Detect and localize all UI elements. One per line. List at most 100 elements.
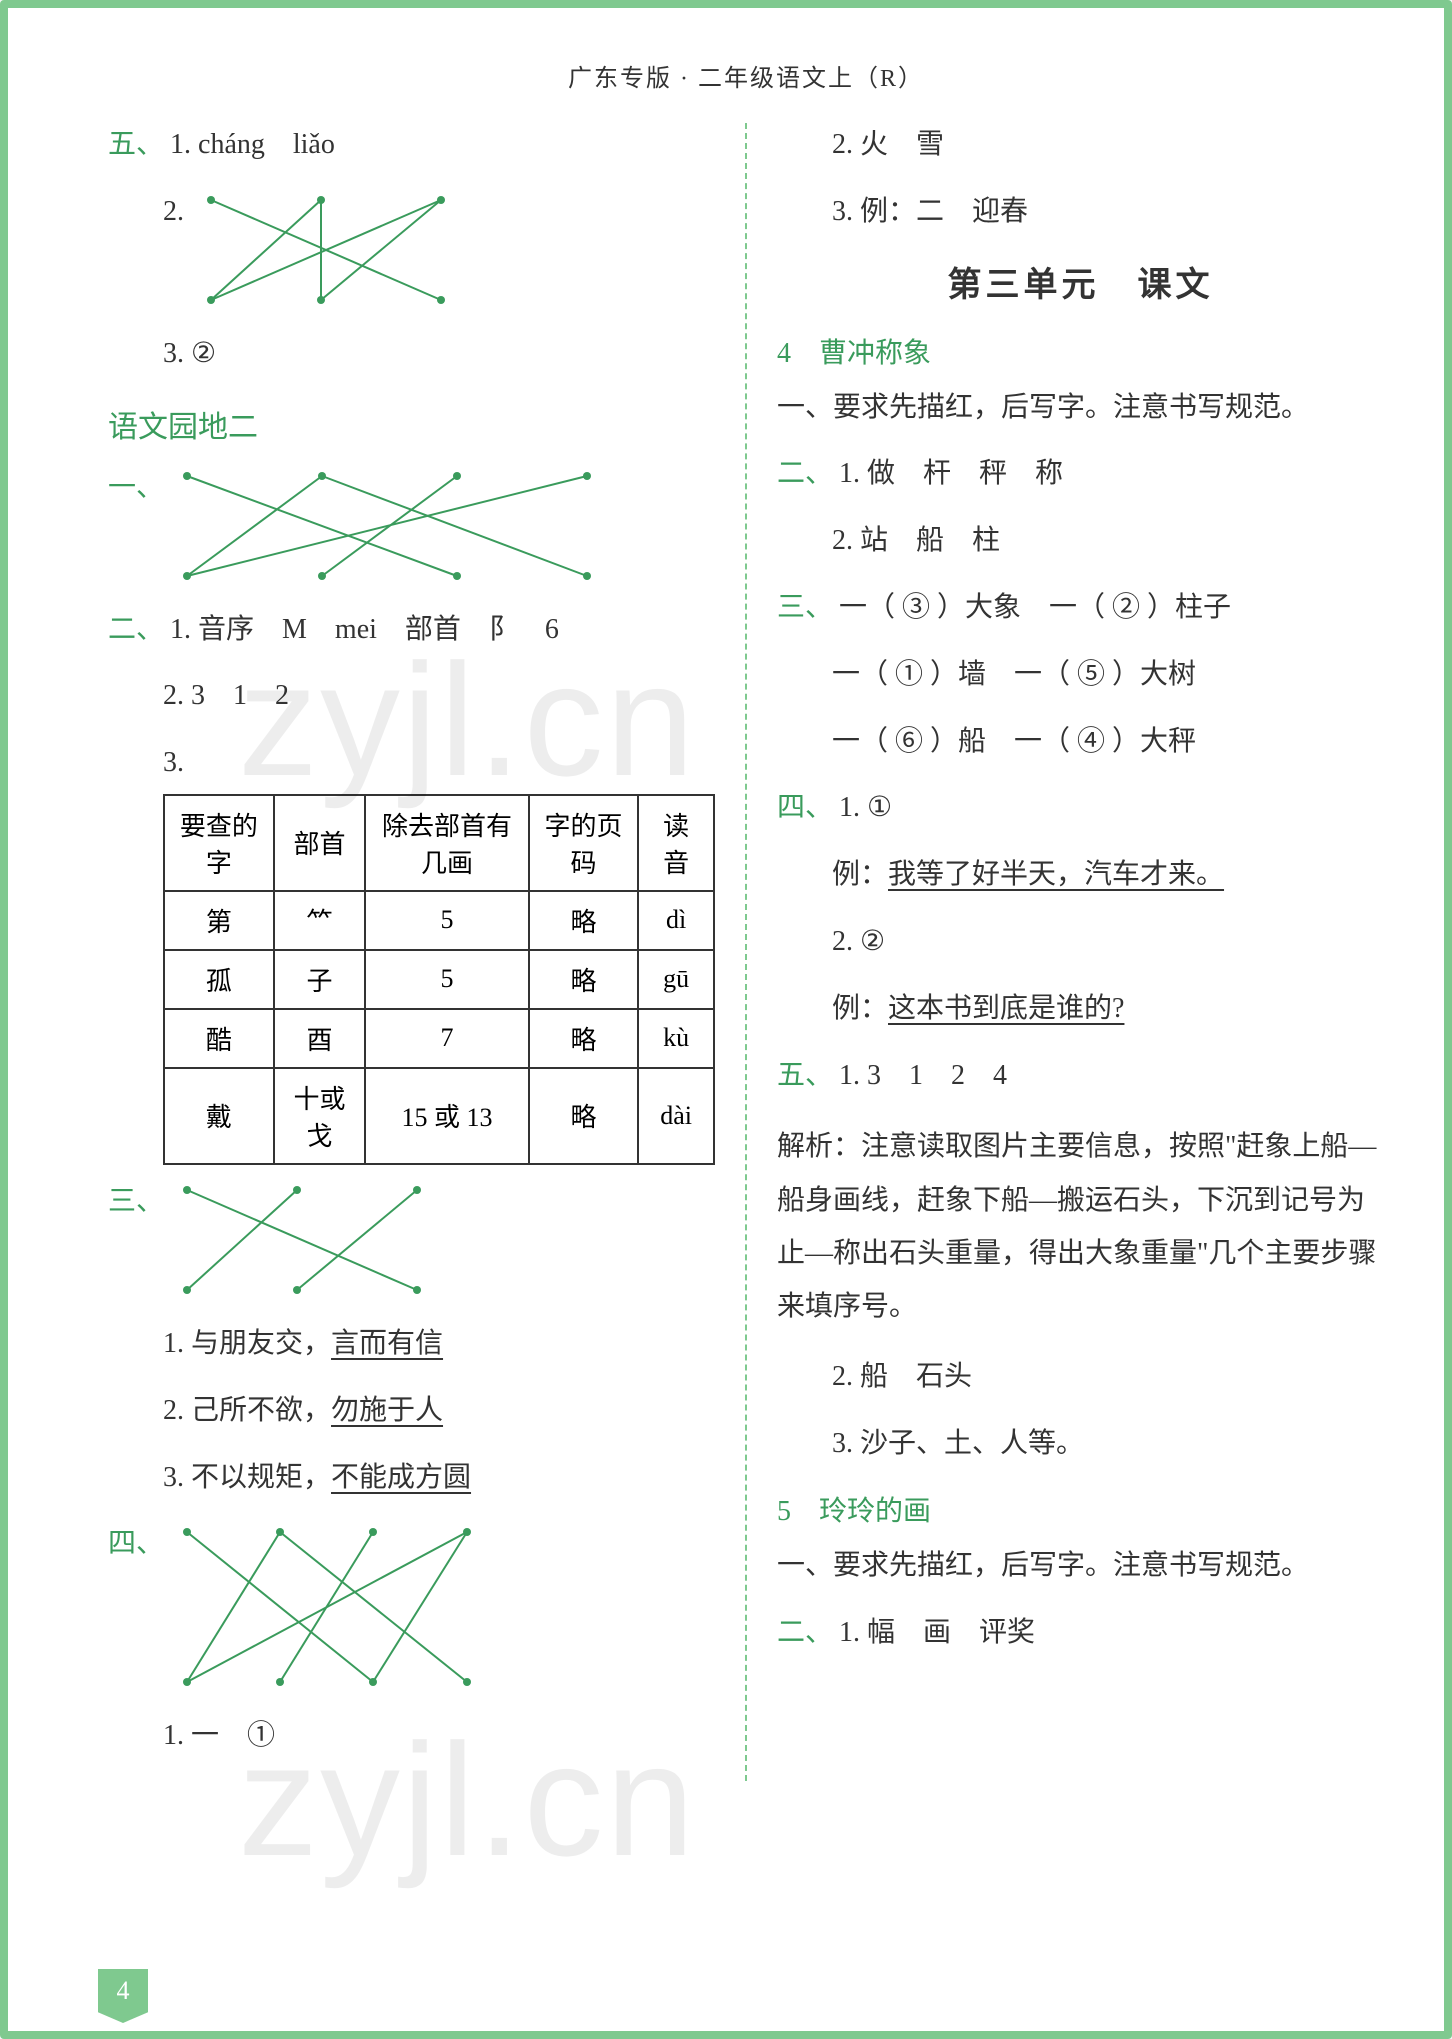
table-header: 读音 (638, 795, 714, 891)
l4-4: 四、1. ① (777, 786, 1384, 831)
q5-3: 3. ② (108, 332, 715, 377)
table-cell: 子 (274, 950, 366, 1009)
table-cell: 略 (529, 1068, 639, 1164)
cross-diagram-b (177, 466, 597, 586)
l5-1: 一、要求先描红，后写字。注意书写规范。 (777, 1544, 1384, 1589)
table-header: 部首 (274, 795, 366, 891)
l4-4-1ex-label: 例： (832, 859, 888, 890)
page-number-badge: 4 (98, 1969, 148, 2023)
table-header: 除去部首有几画 (365, 795, 528, 891)
q3-2: 2. 己所不欲，勿施于人 (108, 1389, 715, 1434)
table-cell: 5 (365, 891, 528, 950)
lookup-table: 要查的字部首除去部首有几画字的页码读音第⺮5略dì孤子5略gū酷酉7略kù戴十或… (163, 794, 715, 1165)
table-cell: kù (638, 1009, 714, 1068)
l4-5-3: 3. 沙子、土、人等。 (777, 1422, 1384, 1467)
q1: 一、 (108, 466, 715, 586)
table-cell: 孤 (164, 950, 274, 1009)
l4-2m: 二、 (777, 458, 833, 489)
l5-2m: 二、 (777, 1617, 833, 1648)
table-cell: 略 (529, 891, 639, 950)
r2: 2. 火 雪 (777, 123, 1384, 168)
l4-4-2ex-label: 例： (832, 993, 888, 1024)
l4-5m: 五、 (777, 1060, 833, 1091)
l4-3-3: 一（ ⑥ ）船 一（ ④ ）大秤 (777, 720, 1384, 765)
unit-title: 第三单元 课文 (777, 257, 1384, 306)
l4-3-2: 一（ ① ）墙 一（ ⑤ ）大树 (777, 653, 1384, 698)
l4-3-1: 一（ ③ ）大象 一（ ② ）柱子 (839, 592, 1231, 623)
table-cell: 略 (529, 950, 639, 1009)
table-cell: 略 (529, 1009, 639, 1068)
q3-3a: 3. 不以规矩， (163, 1462, 331, 1493)
table-cell: 5 (365, 950, 528, 1009)
table-row: 戴十或戈15 或 13略dài (164, 1068, 714, 1164)
q3: 三、 (108, 1180, 715, 1300)
l5-2: 二、1. 幅 画 评奖 (777, 1611, 1384, 1656)
l4-4-1u: 我等了好半天，汽车才来。 (888, 859, 1224, 890)
q5-2-label: 2. (163, 196, 184, 227)
table-header: 要查的字 (164, 795, 274, 891)
l4-4-2: 2. ② (777, 920, 1384, 965)
table-row: 酷酉7略kù (164, 1009, 714, 1068)
q2-3-row: 3. (108, 741, 715, 786)
right-column: 2. 火 雪 3. 例：二 迎春 第三单元 课文 4 曹冲称象 一、要求先描红，… (777, 123, 1384, 1781)
q2-1-text: 1. 音序 M mei 部首 阝 6 (170, 614, 559, 645)
marker-1: 一、 (108, 472, 164, 503)
table-header: 字的页码 (529, 795, 639, 891)
q5-1-text: 1. cháng liǎo (170, 129, 335, 160)
q2-3-label: 3. (108, 747, 184, 778)
two-columns: 五、1. cháng liǎo 2. 3. ② 语文园地二 一、 二、1. 音序… (108, 123, 1384, 1781)
left-column: 五、1. cháng liǎo 2. 3. ② 语文园地二 一、 二、1. 音序… (108, 123, 715, 1781)
marker-2: 二、 (108, 614, 164, 645)
table-cell: gū (638, 950, 714, 1009)
page-container: 广东专版 · 二年级语文上（R） 五、1. cháng liǎo 2. 3. ②… (0, 0, 1452, 2039)
l4-4-2ex: 例：这本书到底是谁的? (777, 987, 1384, 1032)
l4-5-ana: 解析：注意读取图片主要信息，按照"赶象上船—船身画线，赶象下船—搬运石头，下沉到… (777, 1120, 1384, 1333)
l4-5: 五、1. 3 1 2 4 (777, 1054, 1384, 1099)
q4-1: 1. 一 ① (108, 1714, 715, 1759)
l4-4m: 四、 (777, 792, 833, 823)
l4-2-2: 2. 站 船 柱 (777, 519, 1384, 564)
marker-5: 五、 (108, 129, 164, 160)
q2-1: 二、1. 音序 M mei 部首 阝 6 (108, 608, 715, 653)
table-row: 孤子5略gū (164, 950, 714, 1009)
cross-diagram-c (177, 1180, 427, 1300)
column-divider (745, 123, 747, 1781)
table-cell: dài (638, 1068, 714, 1164)
l4-1: 一、要求先描红，后写字。注意书写规范。 (777, 386, 1384, 431)
q3-1a: 1. 与朋友交， (163, 1328, 331, 1359)
marker-3: 三、 (108, 1186, 164, 1217)
l5-2-1: 1. 幅 画 评奖 (839, 1617, 1035, 1648)
cross-diagram-a (201, 190, 451, 310)
q5-line1: 五、1. cháng liǎo (108, 123, 715, 168)
l4-5-2: 2. 船 石头 (777, 1355, 1384, 1400)
l4-3: 三、一（ ③ ）大象 一（ ② ）柱子 (777, 586, 1384, 631)
table-cell: 十或戈 (274, 1068, 366, 1164)
q3-3b: 不能成方圆 (331, 1462, 471, 1493)
table-cell: 酉 (274, 1009, 366, 1068)
q3-2b: 勿施于人 (331, 1395, 443, 1426)
lesson-4-header: 4 曹冲称象 (777, 331, 1384, 371)
q5-2: 2. (108, 190, 715, 310)
green-section-header: 语文园地二 (108, 402, 715, 446)
table-cell: dì (638, 891, 714, 950)
table-cell: 酷 (164, 1009, 274, 1068)
q3-1b: 言而有信 (331, 1328, 443, 1359)
page-header: 广东专版 · 二年级语文上（R） (108, 58, 1384, 93)
table-cell: 7 (365, 1009, 528, 1068)
table-cell: 15 或 13 (365, 1068, 528, 1164)
cross-diagram-d (177, 1522, 477, 1692)
l4-3m: 三、 (777, 592, 833, 623)
q3-3: 3. 不以规矩，不能成方圆 (108, 1456, 715, 1501)
q4: 四、 (108, 1522, 715, 1692)
marker-4: 四、 (108, 1528, 164, 1559)
table-cell: ⺮ (274, 891, 366, 950)
q3-2a: 2. 己所不欲， (163, 1395, 331, 1426)
lesson-5-header: 5 玲玲的画 (777, 1489, 1384, 1529)
table-row: 第⺮5略dì (164, 891, 714, 950)
l4-4-1ex: 例：我等了好半天，汽车才来。 (777, 853, 1384, 898)
l4-4-1: 1. ① (839, 792, 892, 823)
l4-2-1: 1. 做 杆 秤 称 (839, 458, 1063, 489)
l4-4-2u: 这本书到底是谁的? (888, 993, 1124, 1024)
l4-2: 二、1. 做 杆 秤 称 (777, 452, 1384, 497)
table-cell: 戴 (164, 1068, 274, 1164)
